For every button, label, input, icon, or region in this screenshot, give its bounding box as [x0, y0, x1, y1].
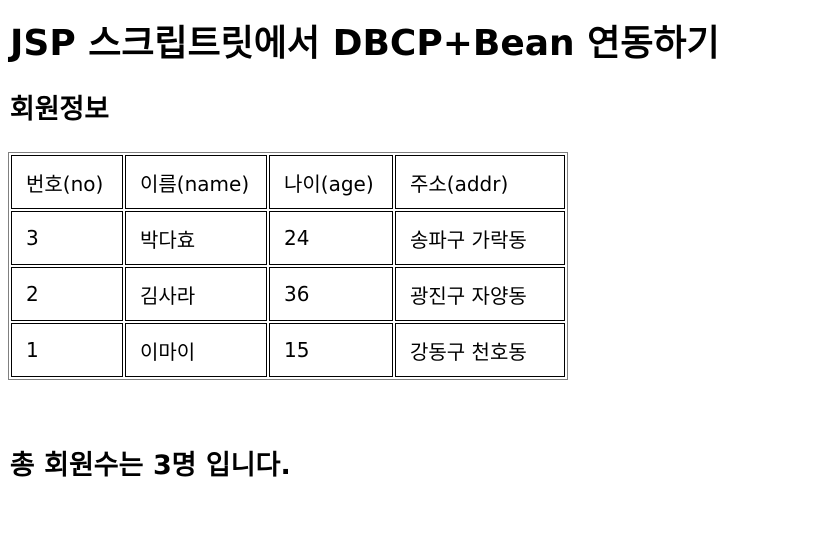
- header-age: 나이(age): [269, 155, 393, 209]
- cell-name: 김사라: [125, 267, 267, 321]
- header-addr: 주소(addr): [395, 155, 565, 209]
- page-title: JSP 스크립트릿에서 DBCP+Bean 연동하기: [10, 23, 720, 64]
- member-count-summary: 총 회원수는 3명 입니다.: [10, 450, 291, 481]
- member-table: 번호(no) 이름(name) 나이(age) 주소(addr) 3 박다효 2…: [8, 152, 568, 380]
- section-title: 회원정보: [10, 94, 110, 125]
- header-no: 번호(no): [11, 155, 123, 209]
- table-row: 3 박다효 24 송파구 가락동: [11, 211, 565, 265]
- table-row: 2 김사라 36 광진구 자양동: [11, 267, 565, 321]
- cell-name: 이마이: [125, 323, 267, 377]
- cell-age: 15: [269, 323, 393, 377]
- cell-addr: 송파구 가락동: [395, 211, 565, 265]
- cell-age: 24: [269, 211, 393, 265]
- table-header-row: 번호(no) 이름(name) 나이(age) 주소(addr): [11, 155, 565, 209]
- cell-no: 2: [11, 267, 123, 321]
- header-name: 이름(name): [125, 155, 267, 209]
- cell-no: 3: [11, 211, 123, 265]
- cell-no: 1: [11, 323, 123, 377]
- cell-addr: 강동구 천호동: [395, 323, 565, 377]
- cell-age: 36: [269, 267, 393, 321]
- cell-addr: 광진구 자양동: [395, 267, 565, 321]
- table-row: 1 이마이 15 강동구 천호동: [11, 323, 565, 377]
- cell-name: 박다효: [125, 211, 267, 265]
